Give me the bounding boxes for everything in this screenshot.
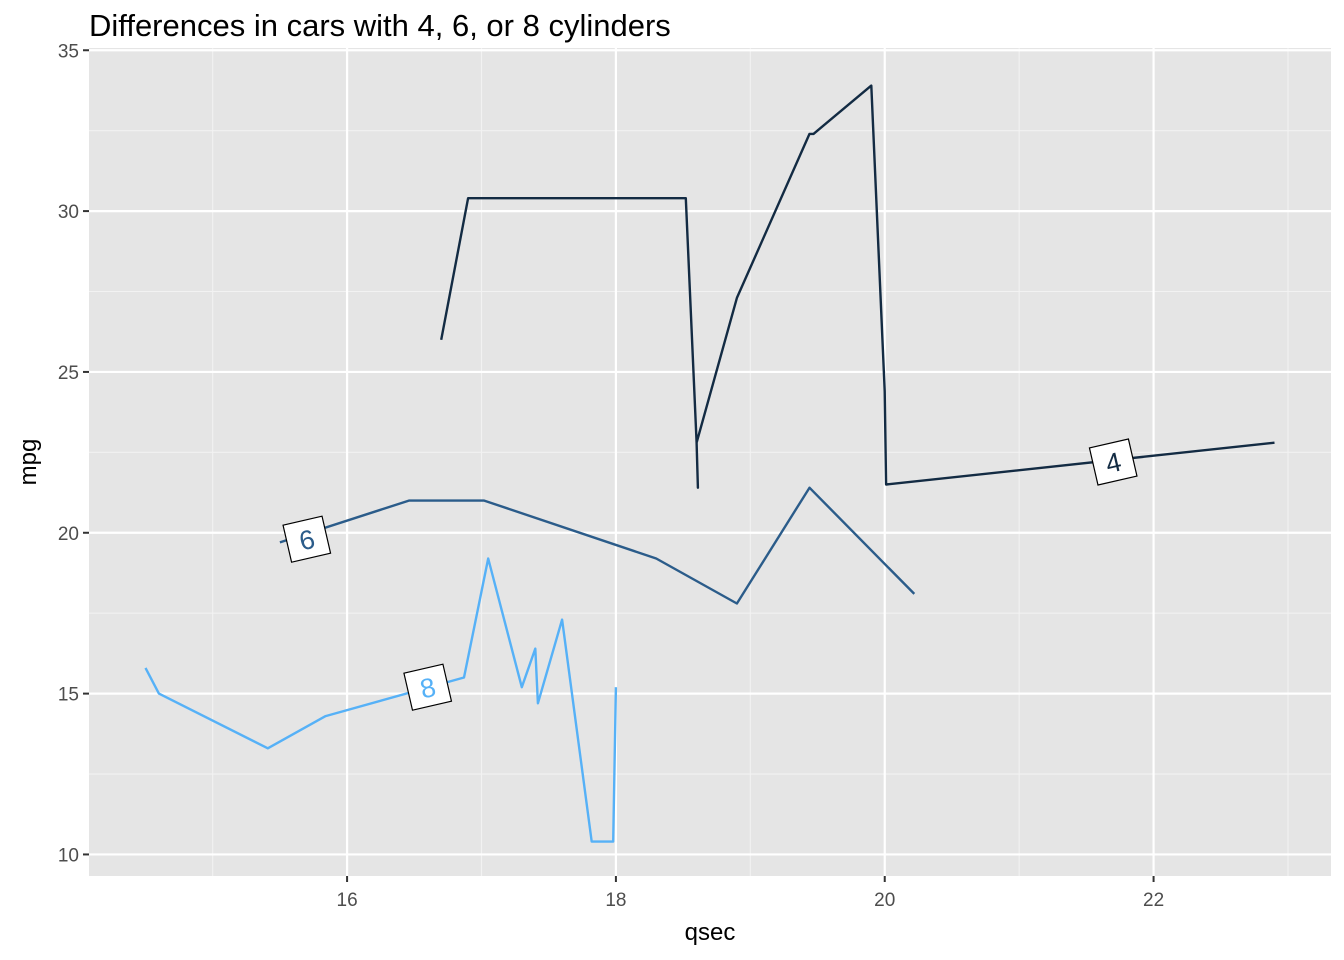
label-layer: 4 6 8 [282, 438, 1138, 711]
series-label-6: 6 [282, 515, 332, 563]
series-label-box [403, 663, 453, 711]
x-tick-label: 18 [605, 890, 626, 911]
chart-title: Differences in cars with 4, 6, or 8 cyli… [89, 8, 671, 43]
series-label-8: 8 [403, 663, 453, 711]
series-line-4 [440, 84, 1275, 489]
series-line-8 [144, 557, 618, 843]
series-label-text: 6 [296, 524, 317, 557]
x-tick-label: 20 [874, 890, 895, 911]
series-label-text: 8 [417, 672, 438, 705]
series-label-box [282, 515, 332, 563]
plot-panel [89, 48, 1331, 876]
series-label-text: 4 [1103, 447, 1124, 480]
series-label-4: 4 [1088, 438, 1138, 486]
grid-minor [89, 48, 1331, 876]
x-axis-title: qsec [685, 919, 736, 946]
x-tick-label: 16 [337, 890, 358, 911]
y-tick-label: 25 [58, 363, 79, 384]
series-label-box [1088, 438, 1138, 486]
series-layer [144, 84, 1275, 843]
y-tick-label: 20 [58, 524, 79, 545]
axis-layer: 16 18 20 22 10 15 20 25 30 35 [58, 41, 1164, 911]
y-tick-label: 15 [58, 685, 79, 706]
y-tick-label: 10 [58, 845, 79, 866]
series-line-6 [279, 486, 916, 605]
y-axis-title: mpg [15, 439, 42, 486]
y-tick-label: 30 [58, 202, 79, 223]
grid-major [89, 48, 1331, 876]
x-tick-label: 22 [1143, 890, 1164, 911]
y-tick-label: 35 [58, 41, 79, 62]
